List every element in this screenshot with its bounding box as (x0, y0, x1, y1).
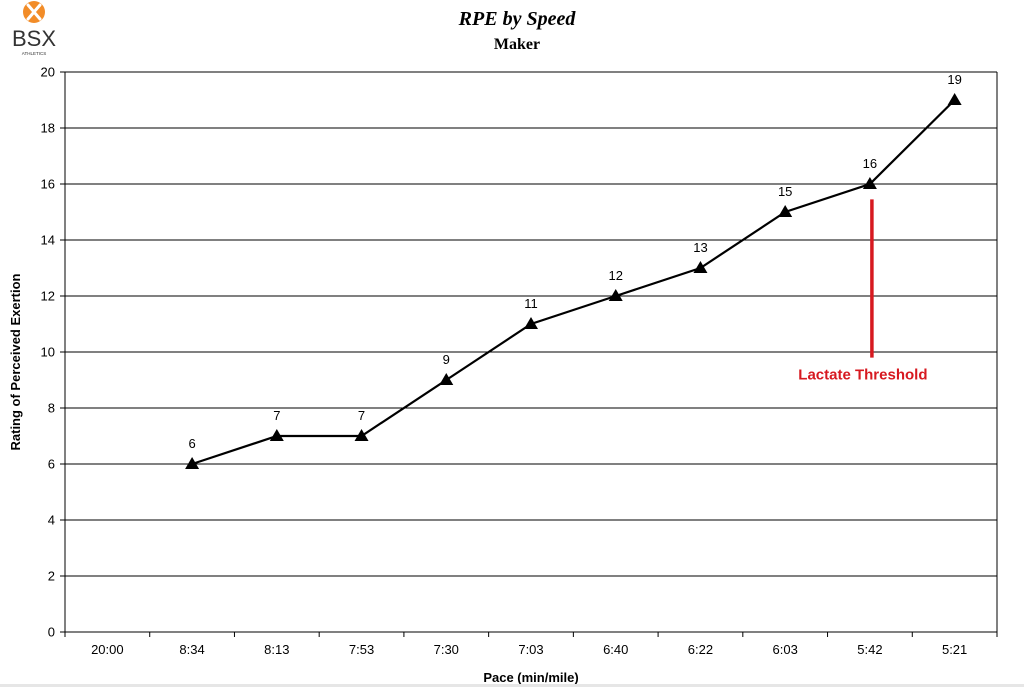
data-point-marker (354, 429, 369, 441)
x-tick-label: 7:30 (434, 642, 459, 657)
y-tick-label: 12 (41, 289, 55, 304)
logo-subtext: ATHLETICS (22, 51, 46, 56)
data-point-marker (862, 177, 877, 189)
data-point-marker (693, 261, 708, 273)
page-bottom-divider (0, 684, 1024, 687)
y-tick-label: 14 (41, 233, 55, 248)
data-label: 12 (608, 268, 622, 283)
y-tick-label: 8 (48, 401, 55, 416)
data-point-marker (947, 93, 962, 105)
x-tick-label: 6:40 (603, 642, 628, 657)
x-tick-label: 6:03 (773, 642, 798, 657)
y-tick-label: 20 (41, 65, 55, 80)
x-tick-label: 7:03 (518, 642, 543, 657)
x-tick-label: 7:53 (349, 642, 374, 657)
x-tick-label: 20:00 (91, 642, 124, 657)
y-tick-label: 2 (48, 569, 55, 584)
data-label: 7 (358, 408, 365, 423)
y-tick-label: 18 (41, 121, 55, 136)
y-tick-label: 6 (48, 457, 55, 472)
data-point-marker (439, 373, 454, 385)
data-label: 13 (693, 240, 707, 255)
data-point-marker (185, 457, 200, 469)
y-tick-label: 10 (41, 345, 55, 360)
x-tick-label: 8:13 (264, 642, 289, 657)
data-label: 15 (778, 184, 792, 199)
bsx-logo: BSX ATHLETICS (12, 1, 56, 56)
y-tick-label: 4 (48, 513, 55, 528)
data-label: 7 (273, 408, 280, 423)
y-axis-label: Rating of Perceived Exertion (8, 273, 23, 450)
x-tick-label: 8:34 (179, 642, 204, 657)
data-point-marker (269, 429, 284, 441)
logo-text: BSX (12, 26, 56, 51)
y-tick-label: 16 (41, 177, 55, 192)
logo-x-mark-icon (26, 3, 42, 21)
data-label: 16 (863, 156, 877, 171)
x-tick-label: 6:22 (688, 642, 713, 657)
data-point-marker (608, 289, 623, 301)
y-tick-label: 0 (48, 625, 55, 640)
lactate-threshold-label: Lactate Threshold (798, 367, 927, 384)
chart-title: RPE by Speed (458, 8, 576, 30)
x-tick-label: 5:21 (942, 642, 967, 657)
x-tick-label: 5:42 (857, 642, 882, 657)
data-label: 11 (524, 296, 538, 311)
data-label: 19 (947, 72, 961, 87)
series-line (191, 99, 956, 466)
data-label: 6 (188, 436, 195, 451)
data-point-marker (524, 317, 538, 329)
chart-subtitle: Maker (493, 36, 541, 53)
data-point-marker (778, 205, 793, 217)
data-label: 9 (443, 352, 450, 367)
x-axis-label: Pace (min/mile) (483, 670, 578, 685)
